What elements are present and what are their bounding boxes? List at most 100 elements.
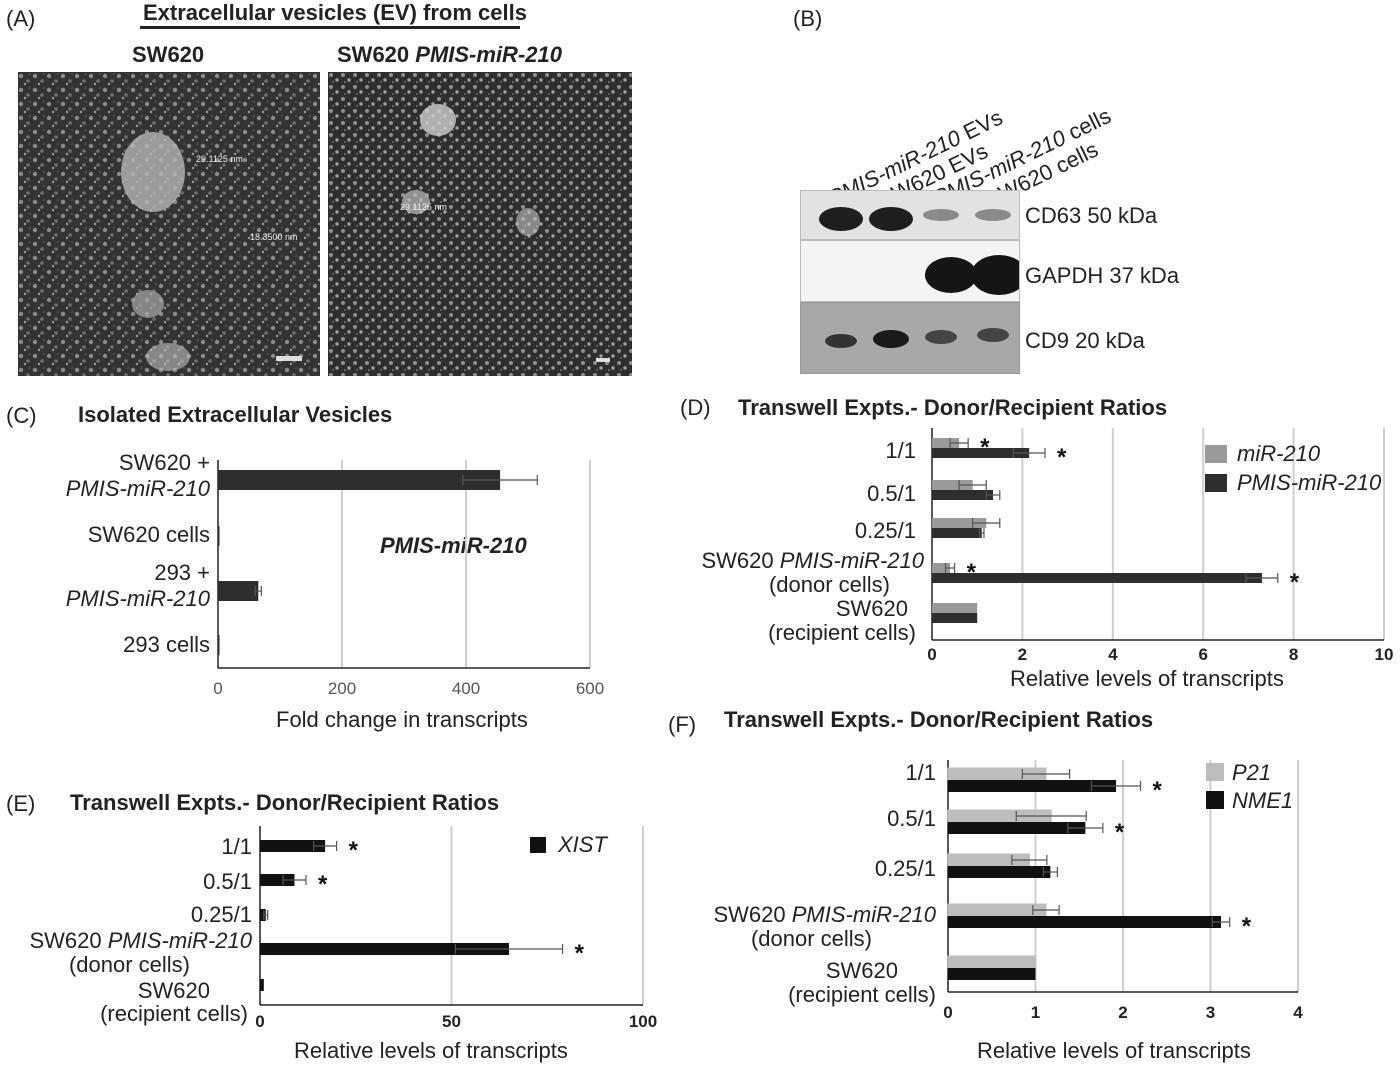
legend-label: P21 — [1232, 760, 1272, 785]
cat-label: (recipient cells) — [788, 982, 936, 1007]
x-tick-label: 10 — [1375, 645, 1394, 664]
cat-label: SW620 — [137, 978, 210, 1003]
cat-label: 0.25/1 — [874, 856, 936, 881]
significance-marker: * — [1115, 819, 1125, 846]
bar — [260, 979, 264, 991]
panel-e-title: Transwell Expts.- Donor/Recipient Ratios — [70, 790, 500, 815]
significance-marker: * — [967, 559, 977, 586]
blot-cd63 — [800, 190, 1020, 240]
cat-label: (recipient cells) — [768, 620, 916, 645]
legend-swatch — [530, 837, 546, 853]
panel-b-letter: (B) — [793, 6, 823, 31]
x-tick-label: 0 — [927, 645, 936, 664]
x-tick-label: 0 — [943, 1003, 952, 1022]
bar — [947, 955, 1036, 969]
cat-label: SW620 + — [118, 450, 210, 475]
em-micrograph-sw620-pmis: 29.1125 nm — [328, 72, 632, 376]
em-micrograph-sw620: 29.1125 nm 18.3500 nm — [18, 72, 320, 376]
significance-marker: * — [1153, 777, 1163, 804]
chart-annotation: PMIS-miR-210 — [380, 533, 527, 558]
panel-f-letter: (F) — [668, 712, 697, 737]
bar — [948, 916, 1221, 928]
bar — [932, 528, 982, 538]
bar — [218, 581, 259, 601]
cat-label: (recipient cells) — [100, 1001, 248, 1026]
bar — [932, 573, 1262, 583]
bar — [932, 490, 994, 500]
legend-label: XIST — [558, 832, 607, 857]
cat-label: 293 cells — [123, 632, 210, 657]
legend-swatch — [1205, 474, 1227, 492]
panel-e-letter: (E) — [6, 791, 36, 816]
cat-label: SW620 cells — [87, 522, 210, 547]
significance-marker: * — [1242, 913, 1252, 940]
panel-a-right-label: SW620 PMIS-miR-210 — [337, 42, 562, 67]
panel-a-left-label: SW620 — [132, 42, 205, 67]
cat-label: (donor cells) — [768, 572, 890, 597]
blot-gapdh — [800, 240, 1020, 302]
bar — [948, 780, 1116, 792]
bar — [260, 840, 326, 852]
bar — [218, 635, 220, 655]
em-scale-annotation: 29.1125 nm — [196, 154, 243, 164]
bar — [260, 909, 266, 921]
legend-swatch — [1206, 763, 1224, 781]
x-axis-title: Relative levels of transcripts — [1010, 666, 1284, 691]
legend-swatch — [1206, 791, 1224, 809]
x-tick-label: 200 — [328, 679, 356, 698]
bar — [948, 822, 1086, 834]
panel-a-title: Extracellular vesicles (EV) from cells — [143, 0, 527, 25]
cat-label: SW620 — [835, 596, 908, 621]
bar — [932, 518, 987, 528]
cat-label: 0.5/1 — [203, 869, 252, 894]
band-label-cd63: CD63 50 kDa — [1025, 203, 1158, 228]
x-tick-label: 6 — [1198, 645, 1207, 664]
bar — [932, 438, 960, 448]
x-axis-title: Relative levels of transcripts — [294, 1038, 568, 1063]
bar — [260, 874, 295, 886]
x-tick-label: 50 — [442, 1012, 461, 1031]
x-tick-label: 4 — [1108, 645, 1118, 664]
bar — [947, 903, 1047, 917]
bar — [948, 866, 1051, 878]
significance-marker: * — [1290, 569, 1300, 596]
bar — [932, 603, 978, 613]
x-tick-label: 400 — [452, 679, 480, 698]
cat-label: SW620 — [825, 958, 898, 983]
x-tick-label: 4 — [1293, 1003, 1303, 1022]
cat-label: 0.25/1 — [190, 902, 252, 927]
cat-label: 1/1 — [905, 760, 936, 785]
x-tick-label: 0 — [213, 679, 222, 698]
x-tick-label: 8 — [1289, 645, 1298, 664]
cat-label: SW620 PMIS-miR-210 — [29, 928, 252, 953]
bar — [948, 968, 1036, 980]
cat-label: 0.25/1 — [854, 518, 916, 543]
cat-label: SW620 PMIS-miR-210 — [701, 548, 924, 573]
panel-a-letter: (A) — [6, 6, 36, 31]
panel-d-title: Transwell Expts.- Donor/Recipient Ratios — [738, 395, 1168, 420]
legend-label: PMIS-miR-210 — [1237, 470, 1382, 495]
significance-marker: * — [349, 837, 359, 864]
x-tick-label: 0 — [255, 1012, 264, 1031]
cat-label: 293 + — [154, 560, 210, 585]
blot-cd9 — [800, 302, 1020, 374]
band-label-gapdh: GAPDH 37 kDa — [1025, 263, 1180, 288]
x-tick-label: 1 — [1031, 1003, 1040, 1022]
legend-swatch — [1205, 445, 1227, 463]
significance-marker: * — [980, 434, 990, 461]
panel-d-letter: (D) — [680, 395, 711, 420]
x-tick-label: 600 — [576, 679, 604, 698]
cat-label: 0.5/1 — [867, 481, 916, 506]
panel-a-title-underline — [140, 26, 520, 29]
panel-c-title: Isolated Extracellular Vesicles — [78, 402, 393, 427]
panel-c-letter: (C) — [6, 403, 37, 428]
band-label-cd9: CD9 20 kDa — [1025, 328, 1145, 353]
em-scale-annotation: 18.3500 nm — [250, 232, 298, 242]
x-tick-label: 3 — [1206, 1003, 1215, 1022]
cat-label: PMIS-miR-210 — [65, 476, 210, 501]
x-axis-title: Fold change in transcripts — [276, 707, 528, 732]
bar — [932, 448, 1030, 458]
significance-marker: * — [318, 871, 328, 898]
bar — [260, 943, 509, 955]
